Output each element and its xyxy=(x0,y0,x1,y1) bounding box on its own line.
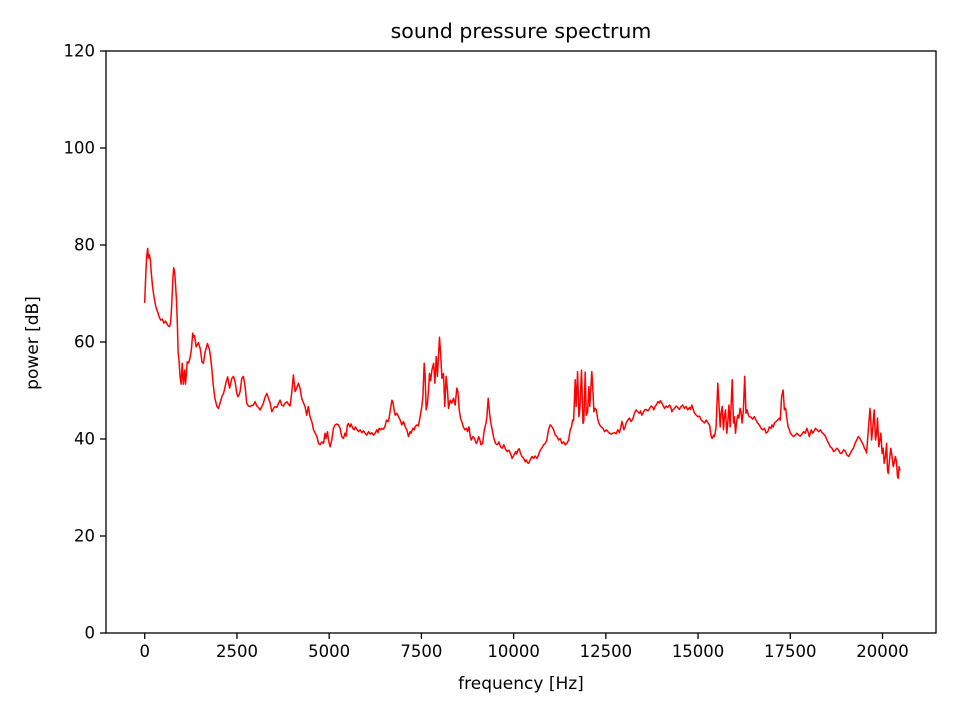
x-tick-label: 20000 xyxy=(856,642,909,661)
plot-spines xyxy=(105,50,937,634)
x-tick-label: 0 xyxy=(139,642,150,661)
y-tick-label: 60 xyxy=(74,333,95,352)
spectrum-line xyxy=(143,247,901,480)
y-tick-label: 120 xyxy=(64,42,96,61)
y-tick-label: 20 xyxy=(74,527,95,546)
x-tick-label: 10000 xyxy=(487,642,540,661)
x-tick-label: 5000 xyxy=(308,642,350,661)
x-tick-label: 7500 xyxy=(400,642,442,661)
y-tick-label: 80 xyxy=(74,236,95,255)
y-tick-label: 40 xyxy=(74,430,95,449)
chart-title: sound pressure spectrum xyxy=(390,19,652,43)
x-tick-label: 17500 xyxy=(764,642,817,661)
x-axis-label: frequency [Hz] xyxy=(458,674,584,694)
x-tick-label: 15000 xyxy=(672,642,725,661)
y-tick-label: 0 xyxy=(85,624,96,643)
x-tick-label: 2500 xyxy=(216,642,258,661)
y-tick-label: 100 xyxy=(64,139,96,158)
x-tick-label: 12500 xyxy=(580,642,633,661)
